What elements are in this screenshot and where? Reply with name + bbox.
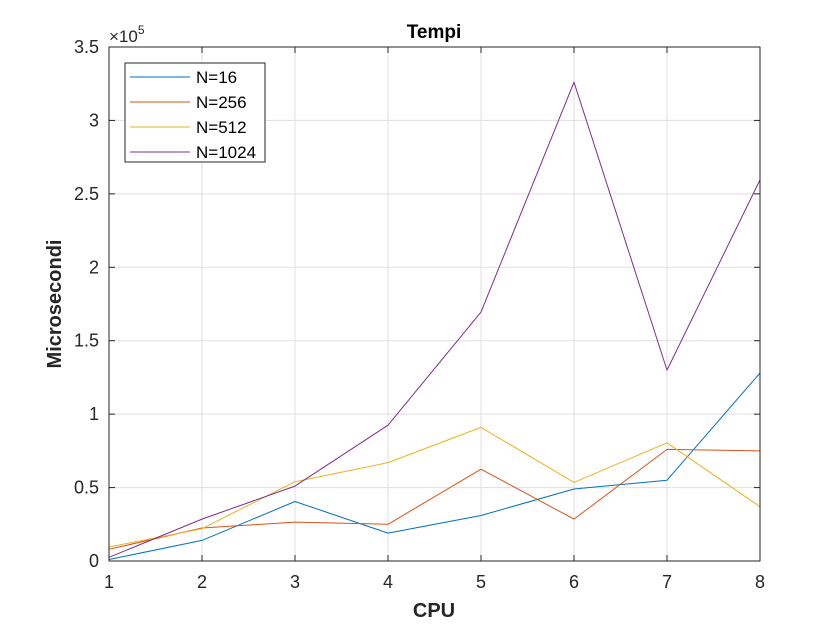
series-line-n-16 (108, 372, 761, 560)
x-tick-label: 6 (569, 572, 579, 592)
y-tick-label: 0.5 (74, 478, 99, 498)
legend-box (124, 62, 266, 163)
axis-ticks (108, 46, 761, 562)
series-line-n-512 (108, 426, 761, 548)
plot-frame (108, 46, 761, 562)
y-exponent-power: 5 (138, 23, 145, 37)
x-axis-label: CPU (413, 600, 455, 622)
series-lines (108, 81, 761, 560)
y-exponent-base: ×10 (109, 27, 138, 46)
legend-label: N=16 (196, 68, 237, 87)
y-tick-label: 3.5 (74, 37, 99, 57)
series-line-n-1024 (108, 81, 761, 558)
chart-title: Tempi (407, 22, 462, 43)
legend-label: N=1024 (196, 143, 256, 162)
y-tick-label: 1.5 (74, 331, 99, 351)
legend: N=16 N=256 N=512 N=1024 (124, 62, 266, 163)
y-tick-label: 0 (89, 551, 99, 571)
x-tick-label: 4 (383, 572, 393, 592)
x-tick-label: 5 (476, 572, 486, 592)
series-line-n-256 (108, 448, 761, 550)
y-axis-label: Microsecondi (44, 240, 66, 369)
tick-labels: 1 2 3 4 5 6 7 8 0 0.5 1 1.5 2 2.5 3 3.5 (74, 37, 765, 592)
y-tick-label: 2 (89, 257, 99, 277)
y-exponent-label: ×105 (109, 23, 145, 46)
x-tick-label: 3 (290, 572, 300, 592)
y-tick-label: 1 (89, 404, 99, 424)
y-tick-label: 3 (89, 110, 99, 130)
x-tick-label: 8 (755, 572, 765, 592)
grid (109, 47, 760, 561)
legend-label: N=512 (196, 118, 247, 137)
legend-label: N=256 (196, 93, 247, 112)
x-tick-label: 1 (104, 572, 114, 592)
x-tick-label: 2 (197, 572, 207, 592)
y-tick-label: 2.5 (74, 184, 99, 204)
x-tick-label: 7 (662, 572, 672, 592)
